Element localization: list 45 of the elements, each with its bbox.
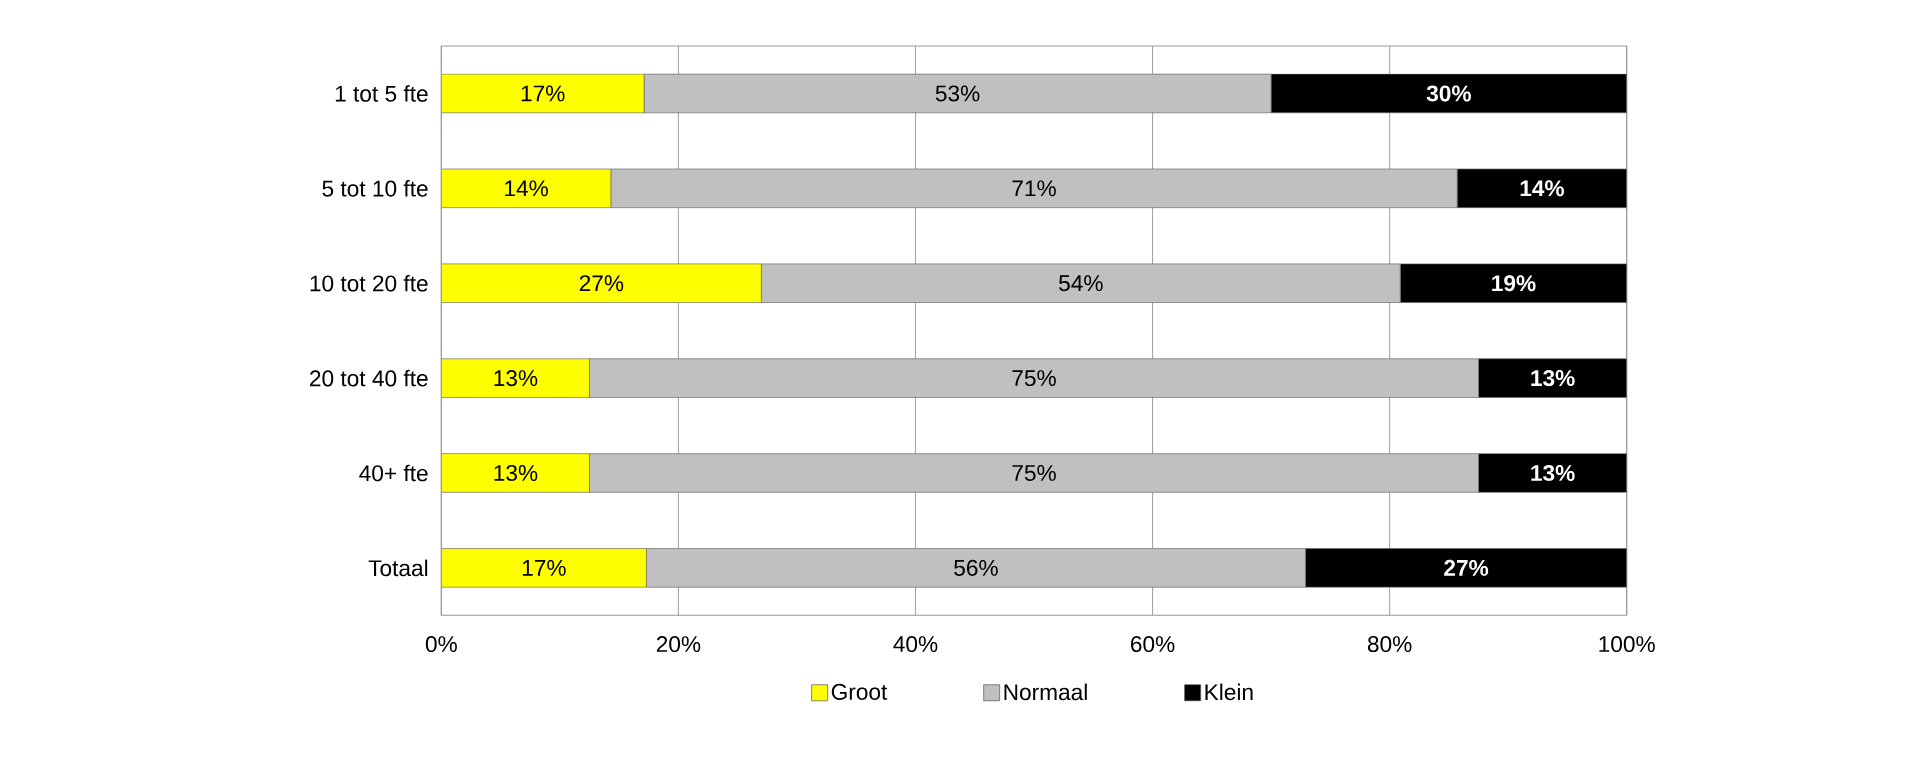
- y-tick-label: 1 tot 5 fte: [335, 85, 428, 102]
- bar: [441, 358, 590, 398]
- bar: [1478, 358, 1627, 398]
- bar: [1456, 168, 1627, 209]
- x-tick-label: 40%: [893, 636, 938, 653]
- data-label: 13%: [1531, 464, 1575, 482]
- data-label: 13%: [1531, 370, 1575, 387]
- y-tick-label: 5 tot 10 fte: [322, 180, 428, 197]
- bar: [441, 73, 645, 114]
- data-label: 14%: [1520, 180, 1564, 197]
- y-tick-label: 20 tot 40 fte: [310, 369, 428, 387]
- y-tick-label: 10 tot 20 fte: [310, 274, 428, 292]
- y-tick-label: Totaal: [368, 559, 428, 577]
- bar: [441, 263, 762, 303]
- data-label: 71%: [1012, 180, 1056, 197]
- x-tick-label: 80%: [1367, 636, 1412, 653]
- y-tick-label: 40+ fte: [359, 464, 428, 482]
- bar: [1270, 73, 1627, 114]
- data-label: 27%: [1444, 559, 1489, 576]
- data-label: 14%: [505, 180, 548, 197]
- bar: [441, 453, 590, 493]
- legend-label: Normaal: [1004, 683, 1087, 701]
- bar: [441, 548, 647, 588]
- data-label: 17%: [521, 85, 565, 102]
- data-label: 56%: [954, 559, 998, 576]
- data-label: 19%: [1492, 275, 1536, 292]
- data-label: 27%: [579, 275, 624, 292]
- legend-label: Klein: [1205, 683, 1253, 701]
- data-label: 75%: [1012, 370, 1056, 387]
- x-tick-label: 0%: [425, 636, 457, 653]
- x-tick-label: 60%: [1131, 636, 1175, 653]
- data-label: 17%: [522, 559, 566, 576]
- x-tick-label: 100%: [1599, 636, 1655, 653]
- data-label: 30%: [1426, 85, 1471, 102]
- data-label: 53%: [935, 85, 980, 102]
- x-tick-label: 20%: [656, 636, 701, 653]
- data-label: 54%: [1059, 275, 1103, 292]
- data-label: 13%: [494, 370, 538, 387]
- data-label: 13%: [494, 464, 538, 482]
- bar: [1305, 548, 1627, 588]
- bar: [1399, 263, 1627, 303]
- bar: [441, 168, 612, 209]
- data-label: 75%: [1012, 465, 1056, 481]
- bar: [1478, 453, 1627, 493]
- legend-label: Groot: [831, 683, 888, 700]
